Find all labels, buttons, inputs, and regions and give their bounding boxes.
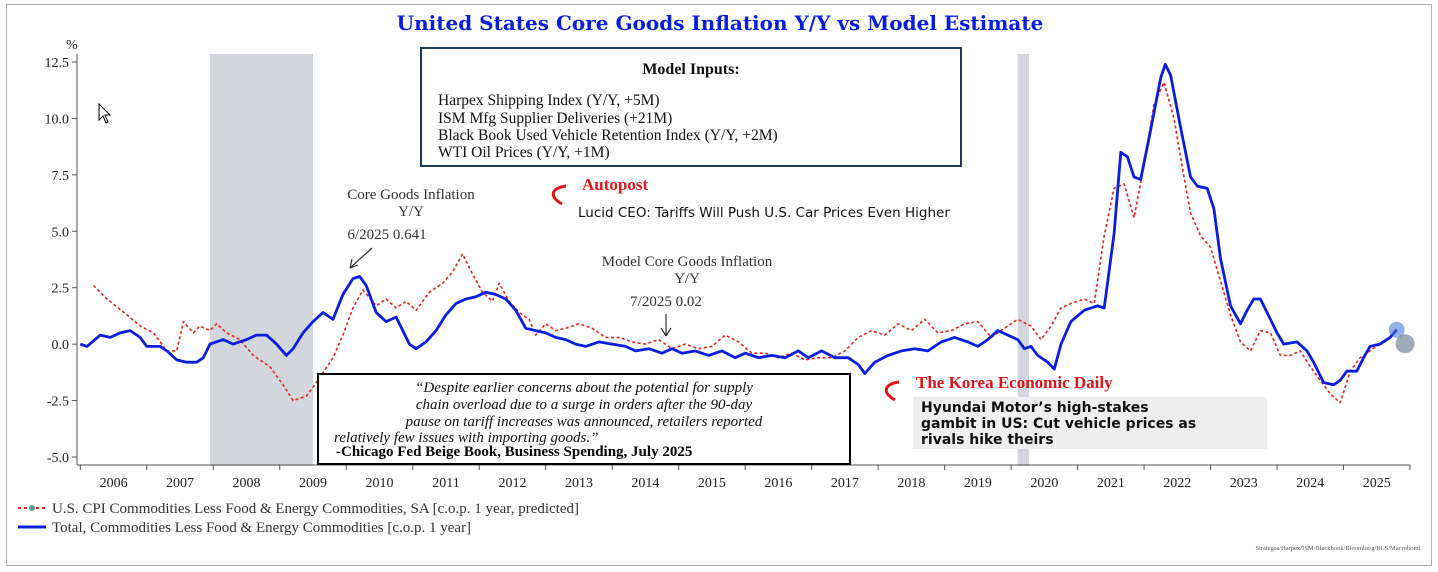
quote-line: pause on tariff increases was announced,… bbox=[405, 414, 763, 430]
quote-line: chain overload due to a surge in orders … bbox=[416, 397, 753, 413]
x-tick-label: 2022 bbox=[1163, 476, 1191, 491]
y-tick-label: 0.0 bbox=[52, 338, 70, 353]
y-tick-label: 10.0 bbox=[45, 112, 70, 127]
model-input-item: Black Book Used Vehicle Retention Index … bbox=[438, 127, 778, 144]
model-inputs-box: Model Inputs: Harpex Shipping Index (Y/Y… bbox=[420, 47, 962, 167]
news-arrow-icon bbox=[884, 380, 900, 402]
x-tick-label: 2010 bbox=[366, 476, 394, 491]
model-endpoint-marker bbox=[1395, 334, 1415, 354]
news-headline-line: gambit in US: Cut vehicle prices as bbox=[921, 416, 1196, 432]
model-goods-label: Model Core Goods Inflation bbox=[602, 254, 773, 270]
recession-band bbox=[209, 54, 314, 466]
news-arrow-icon bbox=[551, 184, 567, 206]
x-tick-label: 2011 bbox=[432, 476, 459, 491]
legend-entry-actual: Total, Commodities Less Food & Energy Co… bbox=[52, 520, 471, 536]
news-autopost: Autopost Lucid CEO: Tariffs Will Push U.… bbox=[551, 175, 950, 221]
x-tick-label: 2021 bbox=[1097, 476, 1125, 491]
news-source: The Korea Economic Daily bbox=[916, 373, 1113, 392]
x-tick-label: 2008 bbox=[233, 476, 261, 491]
y-tick-label: 7.5 bbox=[52, 169, 70, 184]
news-source: Autopost bbox=[582, 175, 648, 194]
x-tick-label: 2006 bbox=[100, 476, 128, 491]
news-headline: Lucid CEO: Tariffs Will Push U.S. Car Pr… bbox=[578, 205, 950, 221]
x-tick-label: 2020 bbox=[1030, 476, 1058, 491]
quote-box: “Despite earlier concerns about the pote… bbox=[317, 373, 851, 465]
actual-endpoint-marker bbox=[1388, 321, 1405, 338]
legend-entry-model: U.S. CPI Commodities Less Food & Energy … bbox=[52, 501, 579, 517]
chart-title: United States Core Goods Inflation Y/Y v… bbox=[397, 11, 1044, 35]
x-tick-label: 2009 bbox=[299, 476, 327, 491]
model-goods-annotation: Model Core Goods Inflation Y/Y 7/2025 0.… bbox=[602, 254, 773, 337]
quote-line: relatively few issues with importing goo… bbox=[334, 430, 598, 446]
model-input-item: Harpex Shipping Index (Y/Y, +5M) bbox=[438, 92, 660, 109]
y-tick-label: 12.5 bbox=[45, 56, 70, 71]
y-tick-label: 2.5 bbox=[52, 282, 70, 297]
news-korea: The Korea Economic Daily Hyundai Motor’s… bbox=[884, 373, 1267, 449]
legend: U.S. CPI Commodities Less Food & Energy … bbox=[18, 501, 579, 536]
core-goods-label: Core Goods Inflation bbox=[347, 187, 475, 203]
x-tick-label: 2016 bbox=[764, 476, 792, 491]
x-tick-label: 2012 bbox=[498, 476, 526, 491]
model-input-item: WTI Oil Prices (Y/Y, +1M) bbox=[438, 144, 610, 161]
news-headline-line: rivals hike theirs bbox=[921, 432, 1054, 448]
axes: 12.5 10.0 7.5 5.0 2.5 0.0 -2.5 -5.0 2006 2007 2008… bbox=[45, 54, 1411, 491]
source-note: Strategas/Harpex/ISM/Blackbook/Bloomberg… bbox=[1255, 545, 1420, 552]
x-tick-label: 2007 bbox=[166, 476, 194, 491]
recession-band bbox=[1017, 54, 1030, 466]
y-axis-unit: % bbox=[66, 38, 78, 53]
x-tick-label: 2025 bbox=[1363, 476, 1391, 491]
model-goods-value: 7/2025 0.02 bbox=[630, 294, 702, 310]
quote-source: -Chicago Fed Beige Book, Business Spendi… bbox=[336, 444, 692, 460]
core-goods-value: 6/2025 0.641 bbox=[347, 227, 426, 243]
model-input-item: ISM Mfg Supplier Deliveries (+21M) bbox=[438, 110, 672, 127]
x-tick-label: 2015 bbox=[698, 476, 726, 491]
news-headline-line: Hyundai Motor’s high-stakes bbox=[921, 400, 1149, 416]
core-goods-annotation: Core Goods Inflation Y/Y 6/2025 0.641 bbox=[347, 187, 475, 269]
x-tick-label: 2013 bbox=[565, 476, 593, 491]
y-tick-label: -5.0 bbox=[47, 451, 69, 466]
recession-shading bbox=[209, 54, 1030, 466]
model-inputs-title: Model Inputs: bbox=[642, 61, 739, 78]
y-tick-label: 5.0 bbox=[52, 225, 70, 240]
x-tick-label: 2023 bbox=[1230, 476, 1258, 491]
model-goods-label-yy: Y/Y bbox=[674, 271, 700, 287]
x-tick-label: 2014 bbox=[631, 476, 659, 491]
x-tick-label: 2024 bbox=[1296, 476, 1324, 491]
x-tick-label: 2017 bbox=[831, 476, 859, 491]
y-tick-label: -2.5 bbox=[47, 395, 69, 410]
quote-line: “Despite earlier concerns about the pote… bbox=[415, 380, 753, 396]
endpoint-markers bbox=[1388, 321, 1415, 354]
chart-frame bbox=[6, 4, 1432, 566]
x-tick-label: 2019 bbox=[964, 476, 992, 491]
x-tick-label: 2018 bbox=[897, 476, 925, 491]
actual-series-line bbox=[79, 62, 1398, 387]
core-goods-label-yy: Y/Y bbox=[398, 204, 424, 220]
mouse-cursor-icon bbox=[98, 102, 112, 124]
